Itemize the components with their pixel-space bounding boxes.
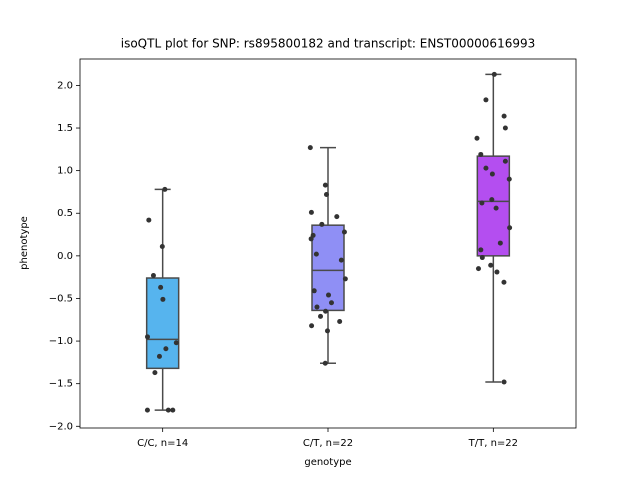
data-point <box>501 279 507 285</box>
data-point <box>502 125 508 131</box>
data-point <box>307 145 313 151</box>
y-tick-label: 2.0 <box>57 80 73 91</box>
data-point <box>489 171 495 177</box>
data-point <box>491 71 497 77</box>
y-tick-label: −0.5 <box>49 293 73 304</box>
data-point <box>328 300 334 306</box>
data-point <box>506 176 512 182</box>
data-point <box>479 255 485 261</box>
y-tick-label: 0.0 <box>57 251 73 262</box>
data-point <box>489 197 495 203</box>
data-point <box>163 346 169 352</box>
chart-title: isoQTL plot for SNP: rs895800182 and tra… <box>121 37 536 51</box>
data-point <box>326 292 332 298</box>
data-point <box>475 266 481 272</box>
y-tick-label: 1.5 <box>57 123 73 134</box>
data-point <box>309 323 315 329</box>
x-tick-label: C/C, n=14 <box>137 438 188 449</box>
data-point <box>474 135 480 141</box>
x-tick-label: T/T, n=22 <box>468 438 518 449</box>
data-point <box>146 217 152 223</box>
data-point <box>501 379 507 385</box>
data-point <box>152 370 158 376</box>
box <box>311 224 345 312</box>
data-point <box>313 251 319 257</box>
x-axis-label: genotype <box>304 457 351 468</box>
data-point <box>322 182 328 188</box>
y-tick-label: −1.0 <box>49 336 73 347</box>
data-point <box>478 247 484 253</box>
data-point <box>342 276 348 282</box>
data-point <box>308 236 314 242</box>
data-point <box>314 304 320 310</box>
data-point <box>159 243 165 249</box>
data-point <box>493 205 499 211</box>
data-point <box>478 151 484 157</box>
y-axis-label: phenotype <box>19 216 30 270</box>
x-tick-label: C/T, n=22 <box>303 438 353 449</box>
data-point <box>497 240 503 246</box>
box <box>145 277 180 370</box>
data-point <box>483 97 489 103</box>
box <box>476 155 511 257</box>
data-point <box>173 340 179 346</box>
data-point <box>144 407 150 413</box>
data-point <box>324 328 330 334</box>
y-tick-label: −2.0 <box>49 421 73 432</box>
data-point <box>160 296 166 302</box>
data-point <box>494 269 500 275</box>
data-point <box>323 191 329 197</box>
data-point <box>501 113 507 119</box>
data-point <box>144 334 150 340</box>
data-point <box>165 407 171 413</box>
data-point <box>483 165 489 171</box>
data-point <box>318 313 324 319</box>
data-point <box>479 200 485 206</box>
data-point <box>322 360 328 366</box>
y-tick-label: 1.0 <box>57 166 73 177</box>
data-point <box>319 221 325 227</box>
data-point <box>337 318 343 324</box>
data-point <box>150 272 156 278</box>
data-point <box>502 158 508 164</box>
data-point <box>334 214 340 220</box>
data-point <box>158 284 164 290</box>
data-point <box>323 308 329 314</box>
data-point <box>308 209 314 215</box>
data-point <box>338 257 344 263</box>
data-point <box>507 225 513 231</box>
y-tick-label: −1.5 <box>49 379 73 390</box>
y-tick-label: 0.5 <box>57 208 73 219</box>
data-point <box>311 288 317 294</box>
data-point <box>341 229 347 235</box>
data-point <box>162 186 168 192</box>
data-point <box>488 262 494 268</box>
data-point <box>156 353 162 359</box>
data-point <box>170 407 176 413</box>
